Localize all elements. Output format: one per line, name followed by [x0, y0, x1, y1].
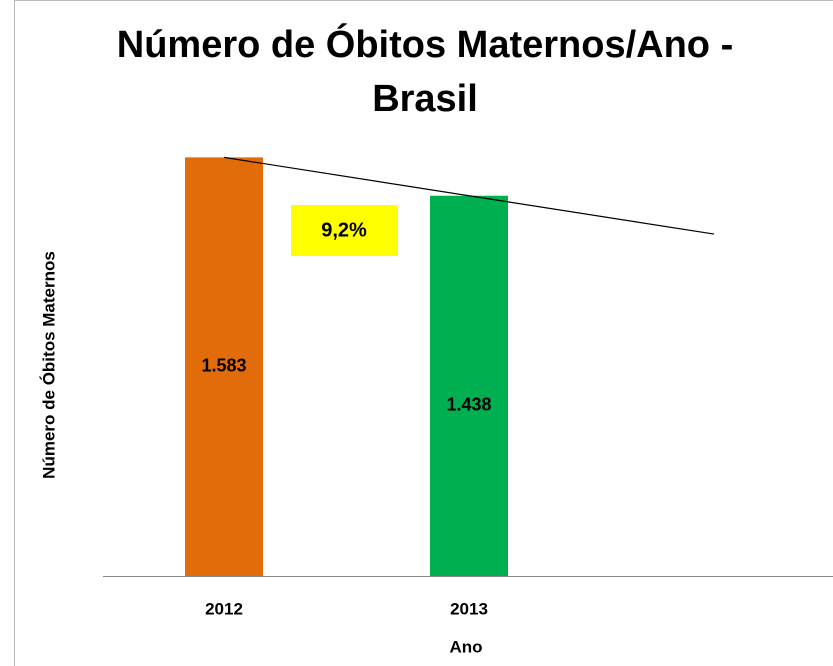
x-tick-label: 2012 — [205, 599, 243, 618]
value-label: 1.438 — [446, 395, 491, 415]
bar — [185, 157, 263, 576]
annotation-box — [291, 205, 398, 256]
chart-title: Número de Óbitos Maternos/Ano - Brasil — [116, 24, 734, 120]
chart-border — [14, 0, 833, 666]
x-axis-label: Ano — [449, 637, 482, 656]
trendline — [223, 156, 715, 235]
value-label: 1.583 — [201, 355, 246, 375]
bar — [430, 195, 508, 576]
annotation: 9,2% — [321, 219, 367, 241]
y-axis-label: Número de Óbitos Maternos — [39, 251, 58, 479]
x-tick-label: 2013 — [450, 599, 488, 618]
